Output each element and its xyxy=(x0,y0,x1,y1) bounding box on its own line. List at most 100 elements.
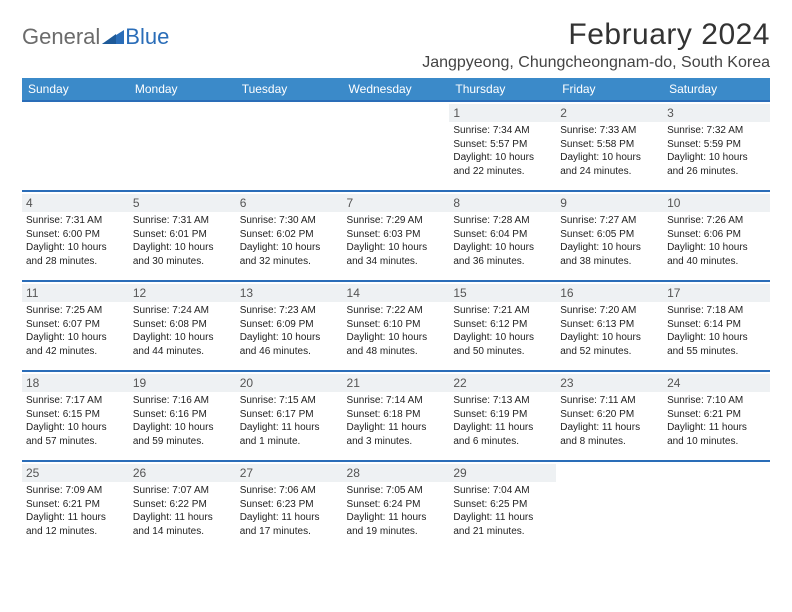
day-number: 3 xyxy=(663,104,770,122)
week-row: 18 Sunrise: 7:17 AMSunset: 6:15 PMDayligh… xyxy=(22,371,770,461)
day-details: Sunrise: 7:22 AMSunset: 6:10 PMDaylight:… xyxy=(347,304,446,358)
day-details: Sunrise: 7:28 AMSunset: 6:04 PMDaylight:… xyxy=(453,214,552,268)
day-cell: 4 Sunrise: 7:31 AMSunset: 6:00 PMDaylight… xyxy=(22,191,129,281)
day-cell xyxy=(343,101,450,191)
week-row: 11Sunrise: 7:25 AMSunset: 6:07 PMDayligh… xyxy=(22,281,770,371)
day-number: 13 xyxy=(236,284,343,302)
brand-text-2: Blue xyxy=(125,24,169,50)
day-cell: 15 Sunrise: 7:21 AMSunset: 6:12 PMDayligh… xyxy=(449,281,556,371)
day-cell xyxy=(663,461,770,551)
day-cell: 20 Sunrise: 7:15 AMSunset: 6:17 PMDayligh… xyxy=(236,371,343,461)
day-details: Sunrise: 7:21 AMSunset: 6:12 PMDaylight:… xyxy=(453,304,552,358)
week-row: 1Sunrise: 7:34 AMSunset: 5:57 PMDaylight… xyxy=(22,101,770,191)
day-details: Sunrise: 7:17 AMSunset: 6:15 PMDaylight:… xyxy=(26,394,125,448)
day-cell: 12 Sunrise: 7:24 AMSunset: 6:08 PMDayligh… xyxy=(129,281,236,371)
day-cell: 9 Sunrise: 7:27 AMSunset: 6:05 PMDaylight… xyxy=(556,191,663,281)
brand-triangle-icon xyxy=(102,26,124,49)
day-cell: 22 Sunrise: 7:13 AMSunset: 6:19 PMDayligh… xyxy=(449,371,556,461)
day-details: Sunrise: 7:31 AMSunset: 6:01 PMDaylight:… xyxy=(133,214,232,268)
day-number: 15 xyxy=(449,284,556,302)
calendar-header-row: SundayMondayTuesdayWednesdayThursdayFrid… xyxy=(22,78,770,101)
day-number: 1 xyxy=(449,104,556,122)
day-details: Sunrise: 7:13 AMSunset: 6:19 PMDaylight:… xyxy=(453,394,552,448)
day-details: Sunrise: 7:15 AMSunset: 6:17 PMDaylight:… xyxy=(240,394,339,448)
day-cell: 29 Sunrise: 7:04 AMSunset: 6:25 PMDayligh… xyxy=(449,461,556,551)
day-details: Sunrise: 7:14 AMSunset: 6:18 PMDaylight:… xyxy=(347,394,446,448)
day-cell: 8Sunrise: 7:28 AMSunset: 6:04 PMDaylight… xyxy=(449,191,556,281)
day-number: 5 xyxy=(129,194,236,212)
day-number: 24 xyxy=(663,374,770,392)
day-number: 14 xyxy=(343,284,450,302)
day-cell: 18 Sunrise: 7:17 AMSunset: 6:15 PMDayligh… xyxy=(22,371,129,461)
calendar-body: 1Sunrise: 7:34 AMSunset: 5:57 PMDaylight… xyxy=(22,101,770,551)
day-cell: 17 Sunrise: 7:18 AMSunset: 6:14 PMDayligh… xyxy=(663,281,770,371)
day-number: 23 xyxy=(556,374,663,392)
day-details: Sunrise: 7:23 AMSunset: 6:09 PMDaylight:… xyxy=(240,304,339,358)
page-header: General Blue February 2024 Jangpyeong, C… xyxy=(22,18,770,72)
day-cell: 25 Sunrise: 7:09 AMSunset: 6:21 PMDayligh… xyxy=(22,461,129,551)
day-details: Sunrise: 7:09 AMSunset: 6:21 PMDaylight:… xyxy=(26,484,125,538)
day-details: Sunrise: 7:30 AMSunset: 6:02 PMDaylight:… xyxy=(240,214,339,268)
day-cell xyxy=(129,101,236,191)
day-details: Sunrise: 7:11 AMSunset: 6:20 PMDaylight:… xyxy=(560,394,659,448)
day-number: 20 xyxy=(236,374,343,392)
day-details: Sunrise: 7:06 AMSunset: 6:23 PMDaylight:… xyxy=(240,484,339,538)
day-number: 27 xyxy=(236,464,343,482)
day-details: Sunrise: 7:31 AMSunset: 6:00 PMDaylight:… xyxy=(26,214,125,268)
day-cell xyxy=(236,101,343,191)
day-cell: 26Sunrise: 7:07 AMSunset: 6:22 PMDayligh… xyxy=(129,461,236,551)
calendar-table: SundayMondayTuesdayWednesdayThursdayFrid… xyxy=(22,78,770,551)
day-number: 21 xyxy=(343,374,450,392)
brand-text-1: General xyxy=(22,24,100,50)
day-cell xyxy=(556,461,663,551)
day-header: Monday xyxy=(129,78,236,101)
day-details: Sunrise: 7:26 AMSunset: 6:06 PMDaylight:… xyxy=(667,214,766,268)
day-number: 12 xyxy=(129,284,236,302)
day-cell: 13 Sunrise: 7:23 AMSunset: 6:09 PMDayligh… xyxy=(236,281,343,371)
day-details: Sunrise: 7:24 AMSunset: 6:08 PMDaylight:… xyxy=(133,304,232,358)
day-details: Sunrise: 7:18 AMSunset: 6:14 PMDaylight:… xyxy=(667,304,766,358)
day-number: 10 xyxy=(663,194,770,212)
day-cell: 10 Sunrise: 7:26 AMSunset: 6:06 PMDayligh… xyxy=(663,191,770,281)
day-cell: 1Sunrise: 7:34 AMSunset: 5:57 PMDaylight… xyxy=(449,101,556,191)
title-block: February 2024 Jangpyeong, Chungcheongnam… xyxy=(422,18,770,72)
day-cell: 24 Sunrise: 7:10 AMSunset: 6:21 PMDayligh… xyxy=(663,371,770,461)
day-cell: 5 Sunrise: 7:31 AMSunset: 6:01 PMDaylight… xyxy=(129,191,236,281)
day-number: 26 xyxy=(129,464,236,482)
day-number: 29 xyxy=(449,464,556,482)
brand-logo: General Blue xyxy=(22,24,169,50)
day-cell: 7Sunrise: 7:29 AMSunset: 6:03 PMDaylight… xyxy=(343,191,450,281)
day-cell: 11Sunrise: 7:25 AMSunset: 6:07 PMDayligh… xyxy=(22,281,129,371)
day-cell: 23 Sunrise: 7:11 AMSunset: 6:20 PMDayligh… xyxy=(556,371,663,461)
day-number: 22 xyxy=(449,374,556,392)
day-header: Thursday xyxy=(449,78,556,101)
day-cell: 16 Sunrise: 7:20 AMSunset: 6:13 PMDayligh… xyxy=(556,281,663,371)
day-cell: 19Sunrise: 7:16 AMSunset: 6:16 PMDayligh… xyxy=(129,371,236,461)
day-cell: 3Sunrise: 7:32 AMSunset: 5:59 PMDaylight… xyxy=(663,101,770,191)
day-number: 18 xyxy=(22,374,129,392)
day-cell: 21 Sunrise: 7:14 AMSunset: 6:18 PMDayligh… xyxy=(343,371,450,461)
day-header: Wednesday xyxy=(343,78,450,101)
day-cell: 28 Sunrise: 7:05 AMSunset: 6:24 PMDayligh… xyxy=(343,461,450,551)
week-row: 25 Sunrise: 7:09 AMSunset: 6:21 PMDayligh… xyxy=(22,461,770,551)
day-details: Sunrise: 7:10 AMSunset: 6:21 PMDaylight:… xyxy=(667,394,766,448)
day-cell xyxy=(22,101,129,191)
week-row: 4 Sunrise: 7:31 AMSunset: 6:00 PMDaylight… xyxy=(22,191,770,281)
day-number: 4 xyxy=(22,194,129,212)
day-number: 17 xyxy=(663,284,770,302)
location-subtitle: Jangpyeong, Chungcheongnam-do, South Kor… xyxy=(422,54,770,72)
day-number: 2 xyxy=(556,104,663,122)
day-number: 19 xyxy=(129,374,236,392)
day-cell: 2Sunrise: 7:33 AMSunset: 5:58 PMDaylight… xyxy=(556,101,663,191)
day-cell: 27 Sunrise: 7:06 AMSunset: 6:23 PMDayligh… xyxy=(236,461,343,551)
day-details: Sunrise: 7:04 AMSunset: 6:25 PMDaylight:… xyxy=(453,484,552,538)
day-number: 16 xyxy=(556,284,663,302)
day-details: Sunrise: 7:20 AMSunset: 6:13 PMDaylight:… xyxy=(560,304,659,358)
day-details: Sunrise: 7:27 AMSunset: 6:05 PMDaylight:… xyxy=(560,214,659,268)
day-details: Sunrise: 7:05 AMSunset: 6:24 PMDaylight:… xyxy=(347,484,446,538)
day-cell: 14 Sunrise: 7:22 AMSunset: 6:10 PMDayligh… xyxy=(343,281,450,371)
day-number: 9 xyxy=(556,194,663,212)
day-details: Sunrise: 7:29 AMSunset: 6:03 PMDaylight:… xyxy=(347,214,446,268)
day-number: 25 xyxy=(22,464,129,482)
day-number: 28 xyxy=(343,464,450,482)
